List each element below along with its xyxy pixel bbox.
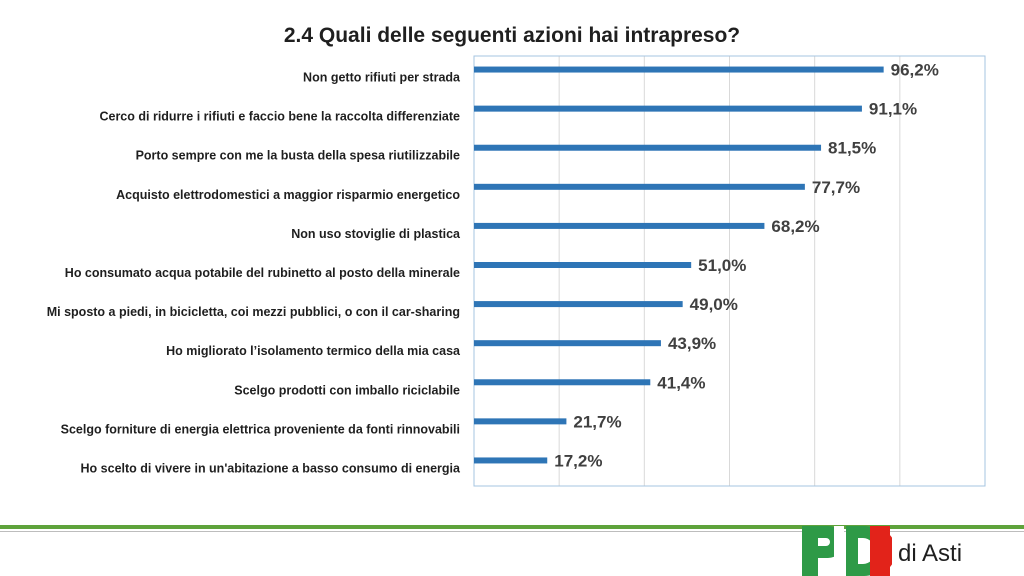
- data-label: 43,9%: [668, 334, 716, 353]
- footer-divider-thin: [0, 531, 1024, 532]
- category-label: Ho scelto di vivere in un'abitazione a b…: [81, 461, 462, 475]
- data-label: 49,0%: [690, 295, 738, 314]
- data-label: 21,7%: [573, 412, 621, 431]
- plot-area-border: [473, 55, 986, 487]
- party-logo: [802, 526, 892, 576]
- bar: [474, 105, 862, 112]
- bar: [474, 340, 661, 347]
- data-label: 81,5%: [828, 139, 876, 158]
- category-label: Mi sposto a piedi, in bicicletta, coi me…: [47, 305, 460, 319]
- category-label: Scelgo forniture di energia elettrica pr…: [61, 422, 460, 436]
- bar: [474, 144, 822, 151]
- party-location: di Asti: [898, 540, 963, 567]
- category-label: Scelgo prodotti con imballo riciclabile: [234, 383, 460, 397]
- bar: [474, 457, 548, 464]
- bar-chart: Non getto rifiuti per strada 96,2% Cerco d…: [47, 55, 986, 487]
- category-label: Ho consumato acqua potabile del rubinett…: [65, 266, 460, 280]
- bar: [474, 418, 567, 425]
- data-label: 41,4%: [657, 373, 705, 392]
- chart-title: 2.4 Quali delle seguenti azioni hai intr…: [283, 24, 741, 47]
- data-label: 17,2%: [554, 451, 602, 470]
- bar: [474, 379, 651, 386]
- bar: [474, 301, 683, 308]
- bar: [474, 262, 692, 268]
- category-label: Ho migliorato l’isolamento termico della…: [166, 344, 461, 358]
- data-label: 91,1%: [869, 100, 917, 119]
- category-label: Acquisto elettrodomestici a maggior risp…: [116, 188, 460, 202]
- footer-divider: [0, 525, 1024, 529]
- data-label: 96,2%: [891, 61, 939, 80]
- category-label: Porto sempre con me la busta della spesa…: [136, 149, 460, 163]
- bar: [474, 66, 884, 73]
- data-label: 68,2%: [771, 217, 819, 236]
- category-label: Non uso stoviglie di plastica: [291, 227, 461, 241]
- category-label: Cerco di ridurre i rifiuti e faccio bene…: [99, 110, 460, 124]
- data-label: 51,0%: [698, 256, 746, 275]
- bar: [474, 222, 765, 229]
- data-label: 77,7%: [812, 178, 860, 197]
- category-label: Non getto rifiuti per strada: [303, 71, 461, 85]
- bar: [474, 183, 805, 190]
